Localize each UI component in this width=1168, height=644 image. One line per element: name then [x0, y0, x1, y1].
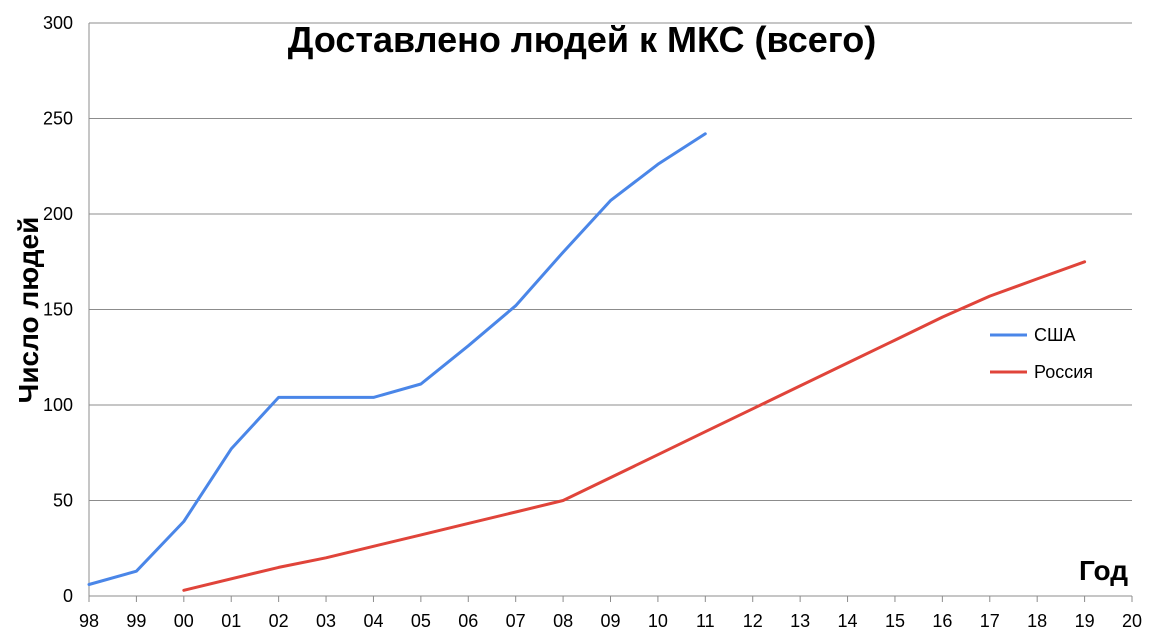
- x-tick-label: 16: [932, 611, 952, 631]
- chart-title: Доставлено людей к МКС (всего): [288, 19, 877, 60]
- series-lines: [87, 132, 1087, 592]
- x-tick-label: 01: [221, 611, 241, 631]
- legend-label-1: Россия: [1034, 362, 1093, 382]
- x-tick-label: 04: [363, 611, 383, 631]
- x-tick-label: 20: [1122, 611, 1142, 631]
- x-tick-label: 14: [838, 611, 858, 631]
- y-tick-label: 300: [43, 13, 73, 33]
- x-tick-label: 19: [1075, 611, 1095, 631]
- x-axis-title: Год: [1079, 555, 1128, 586]
- y-axis-title: Число людей: [13, 217, 44, 404]
- series-line-1: [182, 260, 1087, 592]
- x-tick-label: 99: [126, 611, 146, 631]
- x-tick-label: 11: [696, 611, 715, 631]
- y-tick-label: 100: [43, 395, 73, 415]
- x-tick-label: 06: [458, 611, 478, 631]
- x-tick-labels: 98 99 00 01 02 03 04 05 06 07 08 09 10 11 12 13 14 15 16 17…: [79, 596, 1142, 631]
- y-tick-label: 250: [43, 109, 73, 129]
- x-tick-label: 10: [648, 611, 668, 631]
- x-tick-label: 15: [885, 611, 905, 631]
- x-tick-label: 09: [600, 611, 620, 631]
- x-tick-label: 02: [269, 611, 289, 631]
- y-tick-label: 50: [53, 491, 73, 511]
- y-tick-label: 150: [43, 300, 73, 320]
- x-tick-label: 13: [790, 611, 810, 631]
- x-tick-label: 18: [1027, 611, 1047, 631]
- y-tick-label: 200: [43, 204, 73, 224]
- grid-lines: [89, 22, 1132, 597]
- x-tick-label: 05: [411, 611, 431, 631]
- legend-label-0: США: [1034, 325, 1076, 345]
- x-tick-label: 17: [980, 611, 1000, 631]
- y-tick-label: 0: [63, 586, 73, 606]
- x-tick-label: 07: [506, 611, 526, 631]
- x-tick-label: 00: [174, 611, 194, 631]
- x-tick-label: 12: [743, 611, 763, 631]
- series-line-0: [87, 132, 707, 586]
- y-tick-labels: 0 50 100 150 200 250 300: [43, 13, 73, 606]
- x-tick-label: 98: [79, 611, 99, 631]
- x-tick-label: 03: [316, 611, 336, 631]
- legend: США Россия: [990, 325, 1093, 382]
- x-tick-label: 08: [553, 611, 573, 631]
